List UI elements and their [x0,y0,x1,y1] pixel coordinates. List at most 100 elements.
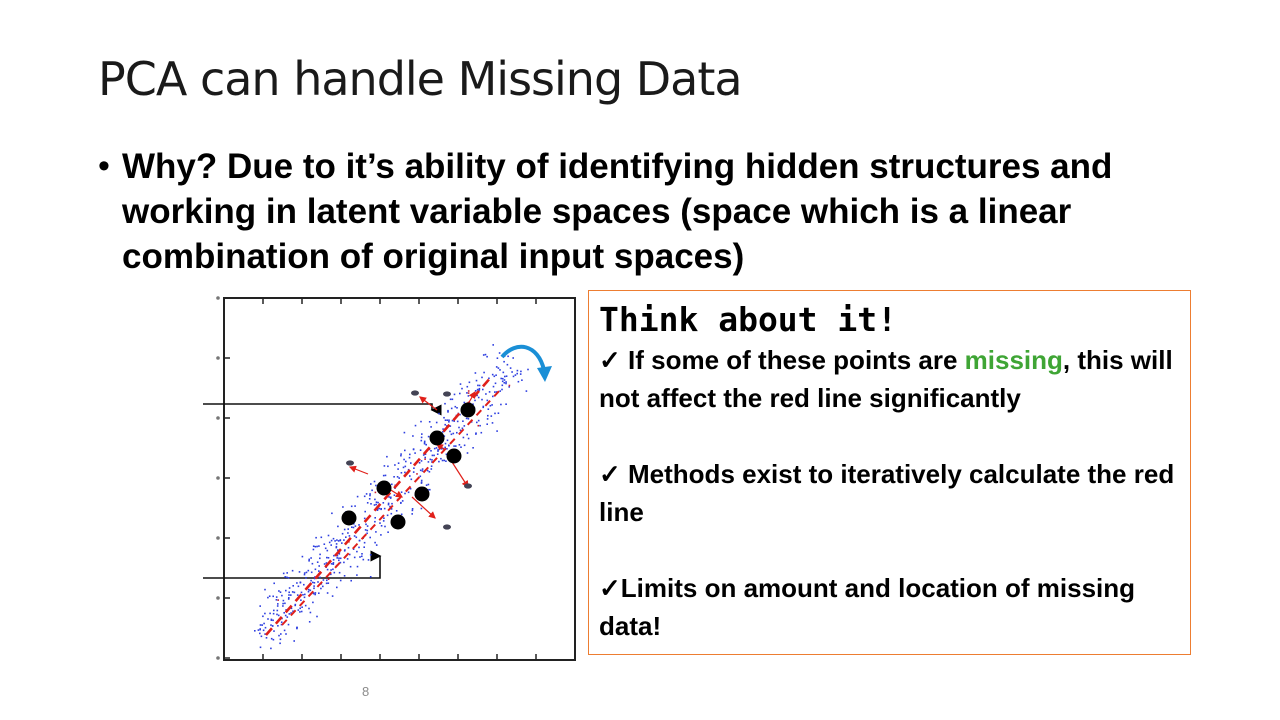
scatter-point [369,493,371,495]
scatter-point [375,484,377,487]
scatter-point [277,599,279,601]
scatter-point [267,618,269,620]
scatter-point [408,456,411,459]
scatter-point [527,368,529,371]
scatter-point [404,465,407,468]
scatter-point [512,375,515,378]
scatter-point [304,604,307,607]
scatter-point [337,525,339,528]
scatter-point [475,432,477,434]
scatter-point [303,596,306,599]
scatter-point [290,612,292,614]
scatter-point [272,619,274,622]
scatter-point [426,469,429,472]
scatter-point [390,508,393,510]
scatter-point [364,529,367,531]
scatter-point [481,398,483,401]
scatter-point [366,502,369,504]
scatter-point [493,375,496,378]
scatter-point [444,402,446,405]
scatter-point [520,370,522,373]
scatter-point [363,517,366,520]
curved-arrow-icon [500,344,546,371]
scatter-point [440,457,442,460]
scatter-point [334,540,336,542]
scatter-point [359,556,361,558]
scatter-point [343,575,346,577]
projected-point [464,483,472,489]
scatter-point [502,377,504,380]
scatter-point [453,420,455,422]
scatter-point [375,503,377,506]
scatter-point [446,448,448,450]
scatter-point [452,432,455,435]
scatter-point [318,565,320,567]
scatter-point [328,541,331,544]
scatter-point [354,525,357,527]
scatter-point [456,407,458,409]
scatter-point [460,446,462,448]
scatter-point [286,576,288,579]
scatter-point [363,546,365,548]
scatter-point [478,389,481,391]
scatter-point [430,465,433,467]
callout-item-2-text: Methods exist to iteratively calculate t… [599,459,1175,527]
scatter-point [259,605,261,607]
scatter-point [444,446,446,449]
scatter-point [467,437,470,440]
scatter-point [511,371,513,373]
bullet-dot-icon: • [98,147,110,185]
scatter-point [430,450,432,452]
scatter-point [482,354,485,356]
scatter-point [327,578,330,580]
scatter-point [345,536,347,538]
scatter-point [509,367,512,369]
scatter-point [276,605,279,607]
scatter-point [336,586,338,589]
scatter-point [307,569,310,572]
scatter-point [480,431,483,434]
scatter-point [404,471,406,474]
scatter-point [420,439,423,442]
scatter-point [367,559,370,561]
scatter-point [323,563,326,565]
scatter-point [358,524,360,526]
scatter-point [287,598,290,600]
plot-frame [223,297,576,661]
highlighted-points [341,402,476,530]
scatter-point [312,592,315,595]
scatter-point [285,609,287,611]
scatter-point [330,539,333,542]
scatter-point [400,453,402,455]
scatter-point [497,412,500,414]
scatter-point [525,390,528,392]
scatter-point [459,383,462,385]
scatter-point [477,396,480,399]
scatter-point [280,623,283,626]
scatter-point [350,579,352,582]
scatter-point [466,433,468,436]
scatter-point [448,444,450,447]
scatter-point [291,591,294,593]
highlighted-point [429,430,445,446]
scatter-point [374,517,376,519]
scatter-point [507,355,509,358]
scatter-point [288,591,290,594]
scatter-point [488,377,490,380]
scatter-point [420,420,422,423]
scatter-point [363,541,366,544]
scatter-point [405,460,407,463]
scatter-point [384,525,386,528]
scatter-point [326,592,329,594]
scatter-points [254,344,529,650]
scatter-point [300,599,302,601]
scatter-point [490,415,493,417]
scatter-point [504,375,506,378]
scatter-point [343,528,346,531]
scatter-point [277,603,279,605]
scatter-point [280,633,282,635]
scatter-point [429,488,431,491]
scatter-point [461,427,464,430]
scatter-point [330,563,333,565]
scatter-point [313,585,315,587]
